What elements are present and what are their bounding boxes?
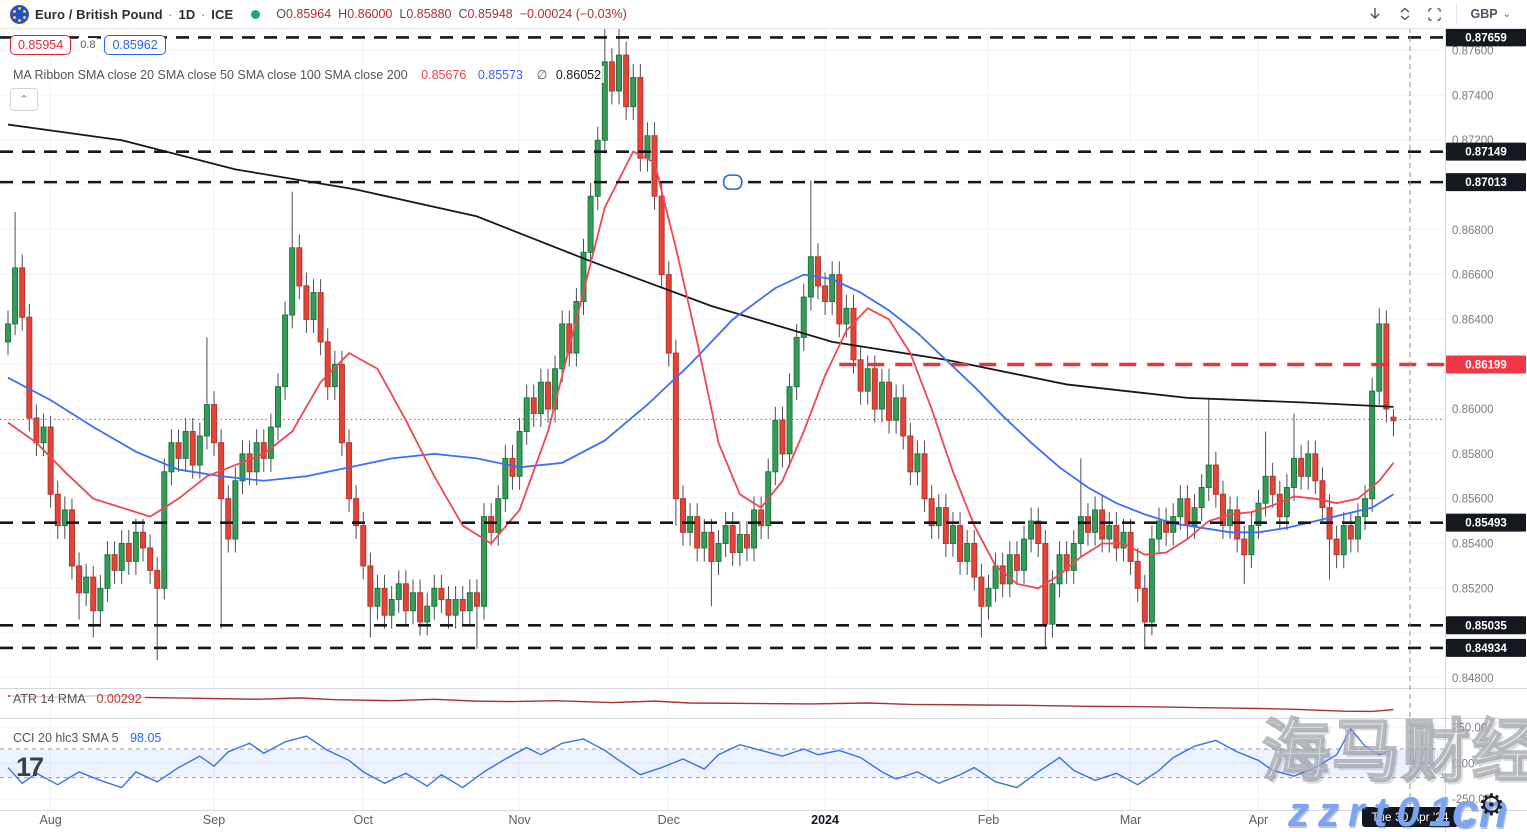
atr-line (7, 694, 1394, 713)
svg-text:0.87600: 0.87600 (1452, 46, 1494, 58)
close-value: 0.85948 (467, 7, 513, 21)
svg-text:0.85400: 0.85400 (1452, 538, 1494, 550)
ohlc-readout: O0.85964 H0.86000 L0.85880 C0.85948 −0.0… (276, 7, 627, 21)
chevron-up-icon: ⌃ (19, 94, 29, 106)
download-arrow-icon[interactable] (1361, 3, 1388, 25)
svg-text:0.85800: 0.85800 (1452, 449, 1494, 461)
price-axis[interactable]: 0.876000.874000.872000.868000.866000.864… (1446, 28, 1526, 806)
cci-value: 98.05 (130, 731, 162, 745)
svg-text:0.87659: 0.87659 (1465, 32, 1507, 44)
legend-collapse-button[interactable]: ⌃ (10, 88, 38, 111)
svg-text:0.86400: 0.86400 (1452, 314, 1494, 326)
drawing-price-tags: 0.85954 0.8 0.85962 (10, 35, 166, 55)
time-axis[interactable]: Aug Sep Oct Nov Dec 2024 Feb Mar Apr Tue 30 Apr '… (40, 807, 1458, 827)
low-value: 0.85880 (406, 7, 452, 21)
ma-ribbon-title[interactable]: MA Ribbon SMA close 20 SMA close 50 SMA … (13, 68, 408, 82)
svg-text:0.86600: 0.86600 (1452, 270, 1494, 282)
toolbar: Euro / British Pound · 1D · ICE O0.85964… (0, 0, 1527, 29)
svg-text:Sep: Sep (203, 813, 225, 827)
ma-value-sma20: 0.85676 (421, 68, 467, 82)
close-label: C (458, 7, 468, 21)
drawing-anchor-pill[interactable] (722, 174, 743, 190)
price-tag-red[interactable]: 0.85954 (10, 35, 72, 55)
eur-flag-icon (10, 4, 29, 24)
exchange-label: ICE (211, 6, 234, 22)
svg-text:Nov: Nov (508, 813, 531, 827)
high-value: 0.86000 (347, 7, 393, 21)
svg-text:0.84800: 0.84800 (1452, 673, 1494, 685)
sma50-line (7, 273, 1394, 534)
ma-value-sma50: 0.85573 (477, 68, 523, 82)
svg-text:Mar: Mar (1120, 813, 1142, 827)
price-tag-blue[interactable]: 0.85962 (104, 35, 166, 55)
currency-selector[interactable]: GBP ⌄ (1465, 5, 1517, 23)
svg-text:0.86199: 0.86199 (1465, 359, 1507, 371)
fullscreen-icon[interactable] (1421, 3, 1448, 25)
symbol-name: Euro / British Pound (35, 6, 163, 22)
svg-text:Tue 30 Apr '24: Tue 30 Apr '24 (1371, 810, 1449, 824)
key-level-lines[interactable] (0, 36, 1445, 650)
market-status-dot[interactable] (251, 9, 261, 19)
svg-text:2024: 2024 (811, 813, 839, 827)
separator-dot: · (201, 6, 206, 22)
svg-text:250.00: 250.00 (1452, 723, 1487, 735)
symbol-title[interactable]: Euro / British Pound · 1D · ICE (35, 7, 233, 22)
svg-text:0.84934: 0.84934 (1465, 643, 1507, 655)
pane-separators[interactable] (0, 28, 1527, 832)
ma-ribbon-legend[interactable]: MA Ribbon SMA close 20 SMA close 50 SMA … (10, 66, 605, 83)
svg-text:Feb: Feb (978, 813, 1000, 827)
svg-text:Apr: Apr (1249, 813, 1268, 827)
cci-line (7, 727, 1394, 789)
svg-text:0.00: 0.00 (1452, 758, 1474, 770)
svg-text:0.87400: 0.87400 (1452, 90, 1494, 102)
symbol-info[interactable]: Euro / British Pound · 1D · ICE O0.85964… (0, 4, 627, 24)
svg-text:-250.00: -250.00 (1452, 794, 1491, 806)
svg-text:Dec: Dec (658, 813, 680, 827)
chevron-down-icon: ⌄ (1502, 8, 1511, 20)
svg-text:0.85493: 0.85493 (1465, 518, 1507, 530)
atr-label[interactable]: ATR 14 RMA (13, 692, 86, 706)
ma-avg-symbol: ∅ (536, 68, 548, 82)
svg-text:0.87149: 0.87149 (1465, 147, 1507, 159)
price-tag-mid: 0.8 (78, 38, 98, 52)
cci-band (0, 748, 1445, 779)
svg-text:0.86000: 0.86000 (1452, 404, 1494, 416)
currency-label: GBP (1470, 7, 1498, 21)
cci-label[interactable]: CCI 20 hlc3 SMA 5 (13, 731, 119, 745)
high-label: H (338, 7, 348, 21)
toolbar-divider (1455, 4, 1457, 24)
atr-indicator-legend[interactable]: ATR 14 RMA 0.00292 (10, 692, 145, 706)
svg-text:Aug: Aug (40, 813, 62, 827)
tradingview-logo[interactable]: 17 (16, 752, 44, 782)
open-value: 0.85964 (285, 7, 332, 21)
change-value: −0.00024 (−0.03%) (519, 7, 627, 21)
svg-text:0.86800: 0.86800 (1452, 225, 1494, 237)
atr-value: 0.00292 (96, 692, 142, 706)
svg-text:0.85035: 0.85035 (1465, 620, 1507, 632)
toolbar-right: GBP ⌄ (1361, 3, 1527, 25)
low-label: L (399, 7, 407, 21)
svg-text:0.85600: 0.85600 (1452, 494, 1494, 506)
svg-text:0.85200: 0.85200 (1452, 583, 1494, 595)
candles-layer[interactable] (5, 17, 1397, 660)
collapse-expand-icon[interactable] (1391, 3, 1418, 25)
sma20-line (7, 150, 1395, 590)
svg-text:Oct: Oct (354, 813, 374, 827)
ma-avg-value: 0.86052 (555, 68, 602, 82)
sma200-line (7, 123, 1394, 408)
separator-dot: · (168, 6, 173, 22)
svg-text:0.87013: 0.87013 (1465, 177, 1507, 189)
cci-indicator-legend[interactable]: CCI 20 hlc3 SMA 5 98.05 (10, 731, 165, 745)
timeframe-label[interactable]: 1D (178, 6, 196, 22)
open-label: O (276, 7, 286, 21)
